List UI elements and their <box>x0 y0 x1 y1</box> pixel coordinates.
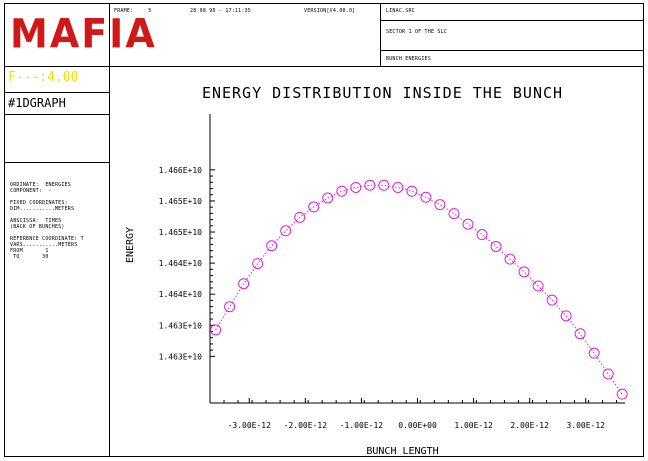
data-point <box>448 208 460 220</box>
data-point <box>588 347 600 359</box>
y-tick-label: 1.464E+10 <box>159 259 203 268</box>
sidebar-line-3 <box>4 162 109 163</box>
plot-frame <box>4 3 644 457</box>
header-divider-right <box>380 3 381 66</box>
job-file: LINAC.SRC <box>386 8 415 14</box>
data-point <box>476 229 488 241</box>
header-line-2 <box>380 50 644 51</box>
data-point <box>350 182 362 194</box>
data-point <box>238 278 250 290</box>
data-point <box>266 240 278 252</box>
data-point <box>574 328 586 340</box>
data-point <box>392 182 404 194</box>
chart-title: ENERGY DISTRIBUTION INSIDE THE BUNCH <box>201 84 564 102</box>
data-point <box>518 266 530 278</box>
parameter-readout: F---:4.00 <box>8 70 79 85</box>
data-point <box>308 201 320 213</box>
sidebar-info-line: (BACK OF BUNCHES) <box>10 224 65 230</box>
x-axis-label: BUNCH LENGTH <box>366 446 438 457</box>
data-point <box>616 388 628 400</box>
data-point <box>406 185 418 197</box>
data-point <box>210 324 222 336</box>
data-point <box>504 253 516 265</box>
data-point <box>560 310 572 322</box>
y-tick-label: 1.463E+10 <box>159 321 203 330</box>
sidebar-info-line: ABSCISSA: TIMES <box>10 218 62 224</box>
x-tick-label: 2.00E-12 <box>510 421 549 430</box>
data-point <box>546 294 558 306</box>
y-tick-label: 1.464E+10 <box>159 290 203 299</box>
frame-number: 3 <box>148 8 152 14</box>
sidebar-info-line: FROM 1 <box>10 248 49 254</box>
series-line <box>215 184 623 395</box>
data-point <box>294 211 306 223</box>
data-point <box>462 218 474 230</box>
x-tick-label: -3.00E-12 <box>228 421 272 430</box>
x-tick-label: 1.00E-12 <box>454 421 493 430</box>
sidebar-info-line: TO 30 <box>10 254 49 260</box>
date-time: 28 08 96 - 17:11:35 <box>190 8 251 14</box>
graph-id: #1DGRAPH <box>8 96 66 110</box>
y-axis-label: ENERGY <box>125 227 136 263</box>
frame-label: FRAME: <box>114 8 134 14</box>
data-point <box>336 185 348 197</box>
y-tick-label: 1.466E+10 <box>159 166 203 175</box>
sidebar-info-line: COMPONENT: - <box>10 188 52 194</box>
data-point <box>420 191 432 203</box>
x-tick-label: -1.00E-12 <box>340 421 384 430</box>
data-point <box>364 179 376 191</box>
header-bottom-line <box>4 66 644 67</box>
data-point <box>532 280 544 292</box>
sidebar-info-line: FIXED COORDINATES: <box>10 200 68 206</box>
data-point <box>378 179 390 191</box>
y-tick-label: 1.463E+10 <box>159 352 203 361</box>
sidebar-info: ORDINATE: ENERGIES COMPONENT: - FIXED COOR… <box>10 182 84 260</box>
header-subtitle: BUNCH ENERGIES <box>386 56 431 62</box>
sidebar-info-line: VARS...........METERS <box>10 242 78 248</box>
data-point <box>602 368 614 380</box>
x-tick-label: 3.00E-12 <box>566 421 605 430</box>
sidebar-line-1 <box>4 92 109 93</box>
version-label: VERSION[V4.00.0] <box>304 8 356 14</box>
data-point <box>434 199 446 211</box>
header-line-1 <box>380 20 644 21</box>
data-point <box>252 258 264 270</box>
y-tick-label: 1.465E+10 <box>159 228 203 237</box>
sidebar-line-2 <box>4 114 109 115</box>
x-tick-label: 0.00E+00 <box>398 421 437 430</box>
sidebar-info-line: DIM...........METERS <box>10 206 75 212</box>
data-point <box>322 192 334 204</box>
y-tick-label: 1.465E+10 <box>159 197 203 206</box>
data-point <box>490 240 502 252</box>
data-point <box>280 225 292 237</box>
sidebar-divider <box>109 3 110 457</box>
sidebar-info-line: REFERENCE COORDINATE: T <box>10 236 84 242</box>
x-tick-label: -2.00E-12 <box>284 421 328 430</box>
sector-label: SECTOR 1 OF THE SLC <box>386 29 447 35</box>
data-point <box>224 301 236 313</box>
sidebar-info-line: ORDINATE: ENERGIES <box>10 182 71 188</box>
